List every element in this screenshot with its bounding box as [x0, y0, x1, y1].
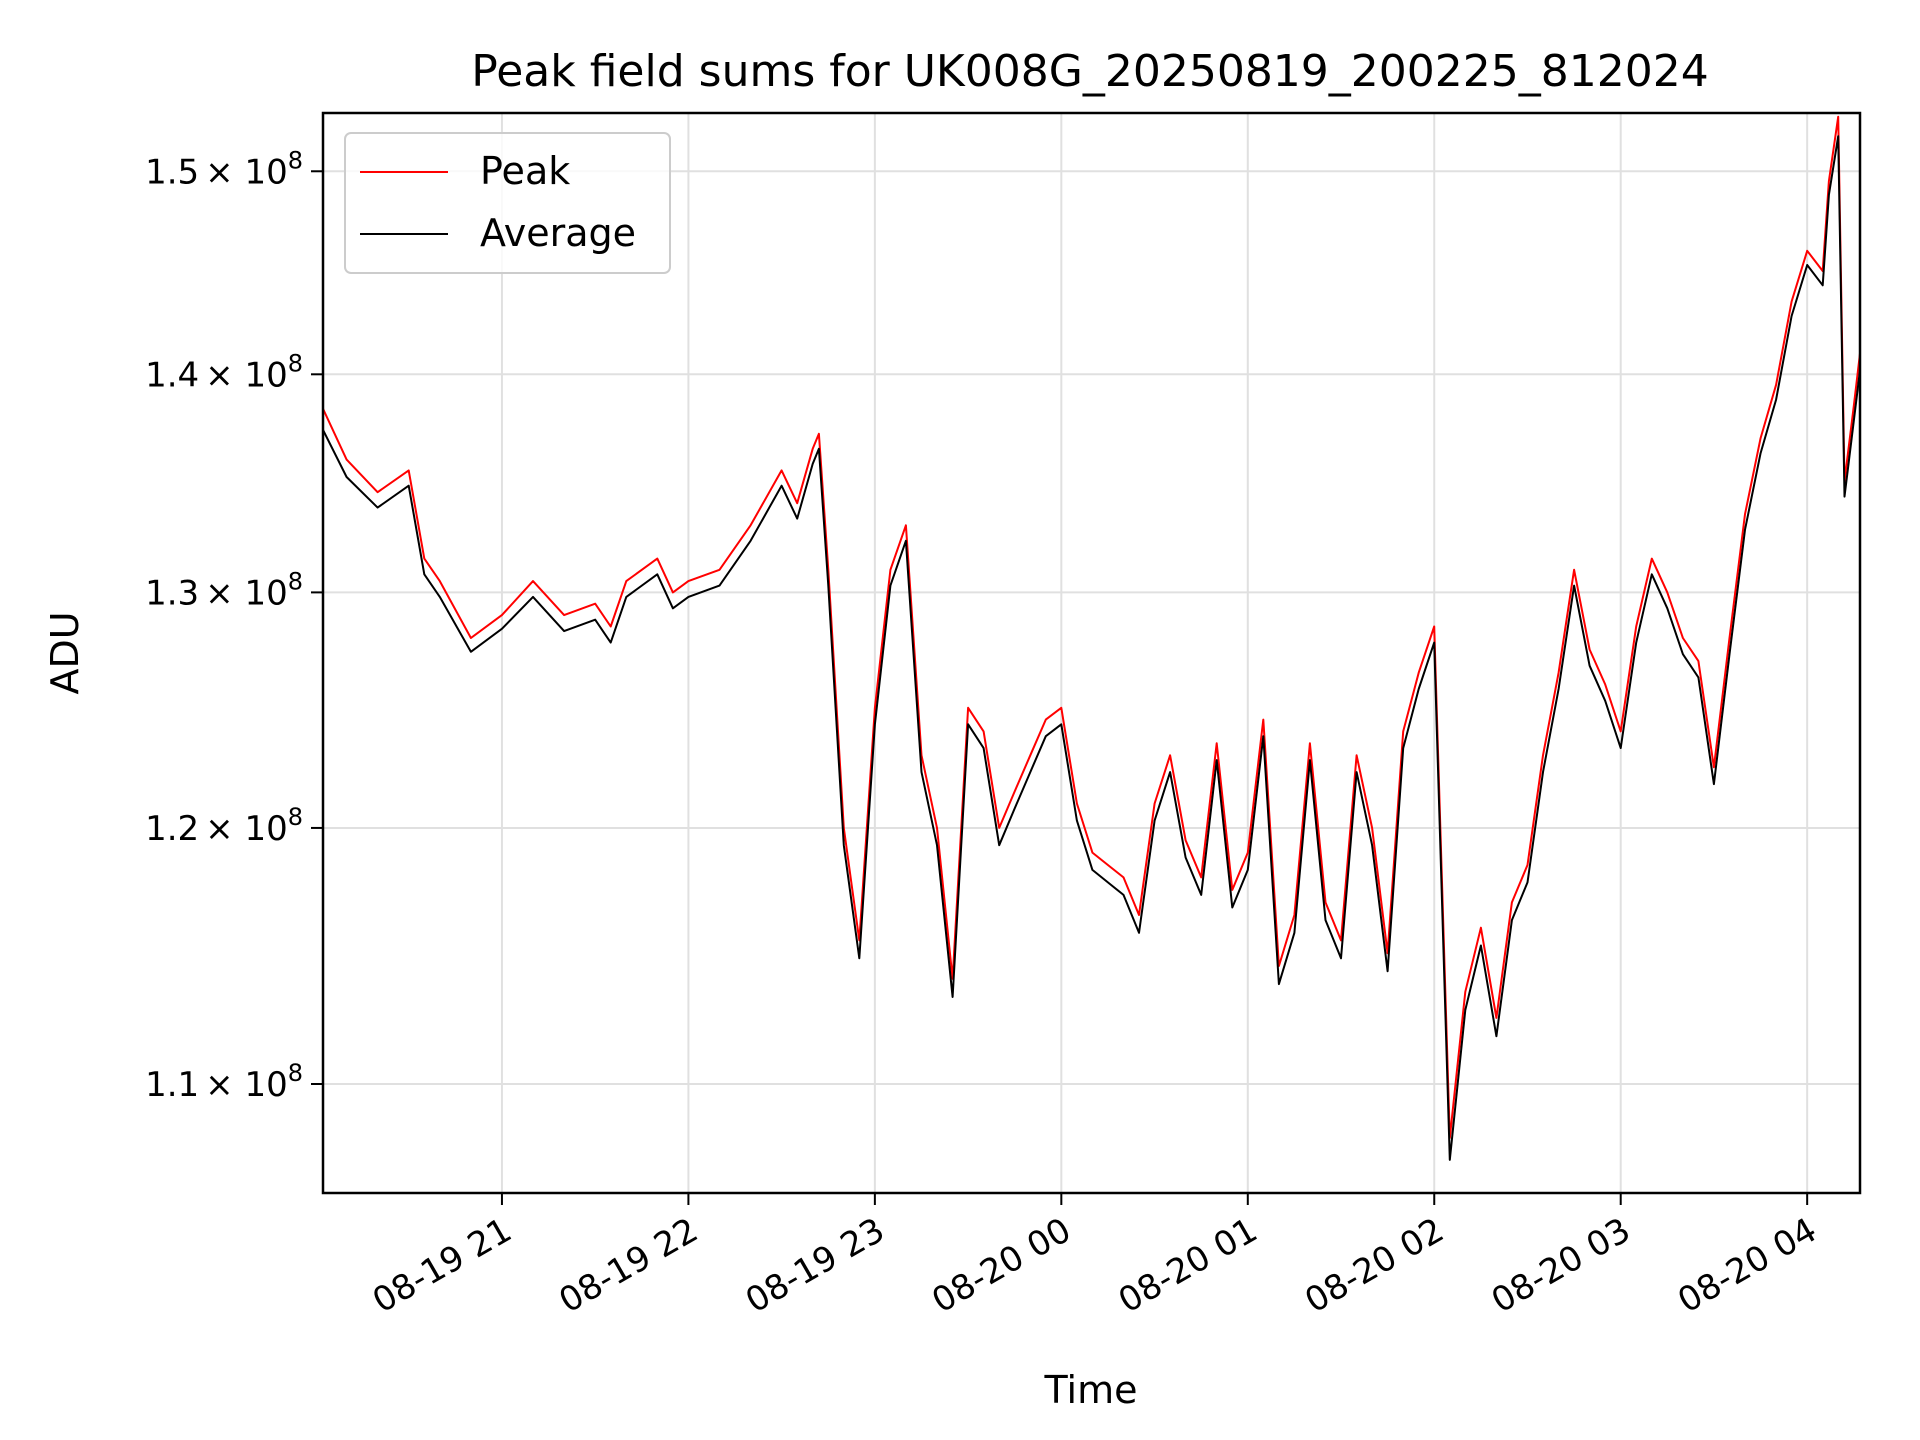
y-tick-exponent: 8 [288, 146, 303, 174]
series-average [323, 135, 1860, 1161]
legend-label-average: Average [480, 211, 636, 255]
y-tick-exponent: 8 [288, 567, 303, 595]
y-axis-label: ADU [43, 611, 87, 694]
y-tick-base: × 10 [205, 809, 288, 849]
y-tick-exponent: 8 [288, 1059, 303, 1087]
y-tick-mantissa: 1.5 [145, 152, 199, 192]
series-peak [323, 115, 1860, 1139]
y-tick-exponent: 8 [288, 349, 303, 377]
legend: Peak Average [344, 132, 671, 274]
y-tick-exponent: 8 [288, 803, 303, 831]
y-tick-label: 1.4 × 108 [145, 349, 303, 395]
y-tick-label: 1.1 × 108 [145, 1059, 303, 1105]
y-tick-base: × 10 [205, 1065, 288, 1105]
y-tick-label: 1.5 × 108 [145, 146, 303, 192]
plot-frame [321, 111, 1862, 1195]
y-tick-base: × 10 [205, 355, 288, 395]
y-tick-mantissa: 1.1 [145, 1065, 199, 1105]
series-layer [323, 115, 1860, 1161]
y-tick-label: 1.3 × 108 [145, 567, 303, 613]
series-line-average [323, 135, 1860, 1161]
x-axis-label: Time [1044, 1368, 1138, 1412]
y-tick-mantissa: 1.3 [145, 573, 199, 613]
y-tick-mantissa: 1.2 [145, 809, 199, 849]
legend-label-peak: Peak [480, 149, 570, 193]
y-tick-base: × 10 [205, 152, 288, 192]
chart-title: Peak field sums for UK008G_20250819_2002… [471, 46, 1708, 97]
y-tick-mantissa: 1.4 [145, 355, 199, 395]
y-tick-label: 1.2 × 108 [145, 803, 303, 849]
series-line-peak [323, 115, 1860, 1139]
y-tick-base: × 10 [205, 573, 288, 613]
legend-box [344, 132, 671, 274]
